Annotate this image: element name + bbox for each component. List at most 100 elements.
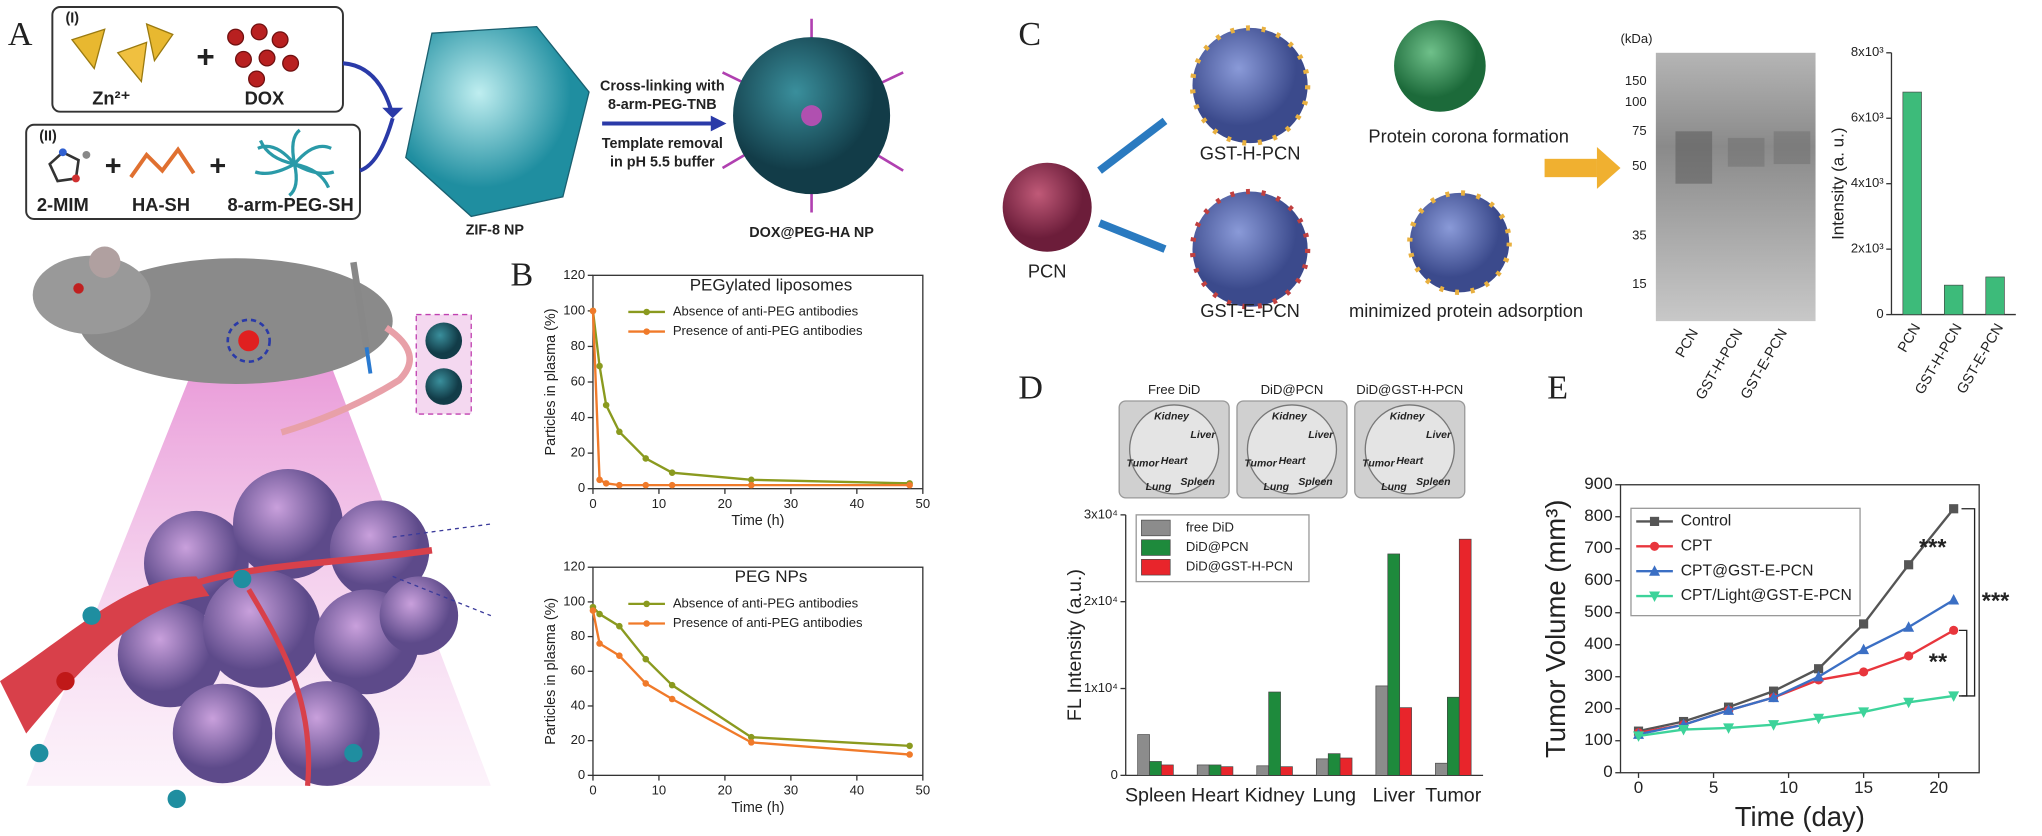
legend-swatch: [1141, 519, 1171, 537]
marker: [1858, 707, 1870, 718]
x-tick-label: 0: [1634, 778, 1643, 797]
annotation: ***: [1982, 588, 2010, 614]
legend-label: DiD@PCN: [1186, 539, 1249, 554]
x-tick-label: 10: [652, 496, 667, 511]
item-label: Zn²⁺: [92, 88, 130, 109]
gel-unit: (kDa): [1621, 31, 1653, 46]
item-label: DOX: [245, 88, 285, 109]
legend-label: CPT/Light@GST-E-PCN: [1681, 587, 1852, 604]
marker: [1723, 723, 1735, 734]
y-tick-label: 3x10⁴: [1084, 506, 1118, 521]
item-label: HA-SH: [132, 194, 190, 215]
y-tick-label: 900: [1584, 474, 1612, 493]
dish: [1246, 404, 1338, 495]
legend-label: CPT@GST-E-PCN: [1681, 562, 1814, 579]
x-tick-label: Kidney: [1245, 784, 1305, 806]
item-label: Protein corona formation: [1368, 126, 1569, 147]
image-title: Free DiD: [1148, 382, 1200, 397]
organ-label: Tumor: [1127, 459, 1160, 470]
marker: [748, 476, 755, 484]
marker: [1903, 697, 1915, 709]
panel-label: E: [1547, 369, 1568, 406]
bar: [1196, 764, 1210, 776]
x-tick-label: Tumor: [1425, 784, 1481, 806]
gel-marker: 15: [1632, 276, 1647, 291]
marker: [1858, 643, 1870, 655]
marker: [1814, 664, 1824, 674]
y-tick-label: 700: [1584, 538, 1612, 557]
legend-label: Control: [1681, 513, 1732, 530]
marker: [1813, 713, 1825, 725]
marker: [642, 680, 650, 687]
y-tick-label: 100: [1584, 730, 1612, 749]
bar: [1902, 91, 1922, 315]
x-tick-label: 10: [652, 783, 667, 798]
organ-label: Lung: [1381, 482, 1407, 493]
marker: [596, 610, 603, 618]
legend-marker: [1649, 516, 1660, 526]
marker: [1859, 619, 1869, 629]
organ-label: Spleen: [1298, 477, 1332, 488]
x-tick-label: 20: [1929, 778, 1948, 797]
bar: [1256, 765, 1269, 776]
bar: [1161, 764, 1174, 776]
item-label: GST-H-PCN: [1200, 143, 1301, 164]
marker: [1949, 504, 1959, 514]
item-label: PCN: [1028, 261, 1067, 282]
bar: [1375, 685, 1389, 776]
protein-corona-scheme: PCN GST-H-PCN GST-E-PCN Protein corona f…: [1002, 20, 1816, 403]
y-tick-label: 20: [571, 732, 586, 747]
bar: [1208, 764, 1222, 776]
marker: [1948, 593, 1960, 605]
marker: [668, 481, 676, 489]
marker: [748, 739, 755, 746]
x-tick-label: 20: [718, 496, 733, 511]
marker: [748, 733, 755, 741]
x-tick-label: Liver: [1372, 784, 1415, 806]
panel-label: C: [1018, 16, 1041, 53]
gel-lane: PCN: [1673, 326, 1702, 360]
synthesis-scheme: (I) + Zn²⁺ DOX (II) + + 2-MIM HA-SH 8-ar…: [25, 6, 904, 241]
legend-label: DiD@GST-H-PCN: [1186, 559, 1293, 574]
y-tick-label: 20: [571, 445, 586, 460]
svg-text:+: +: [105, 151, 122, 183]
organ-label: Spleen: [1181, 477, 1215, 488]
gel-marker: 75: [1632, 123, 1647, 138]
y-tick-label: 40: [571, 409, 586, 424]
y-tick-label: 800: [1584, 506, 1612, 525]
marker: [602, 401, 610, 409]
bar: [1315, 758, 1329, 776]
item-label: minimized protein adsorption: [1349, 300, 1583, 321]
item-label: DOX@PEG-HA NP: [749, 225, 874, 241]
organ-label: Kidney: [1272, 411, 1308, 422]
bar: [1458, 538, 1472, 776]
organ-label: Kidney: [1154, 411, 1190, 422]
y-tick-label: 100: [563, 302, 585, 317]
marker: [748, 481, 755, 489]
panel-label: D: [1018, 369, 1043, 406]
y-tick-label: 400: [1584, 634, 1612, 653]
annotation: **: [1929, 648, 1948, 674]
y-tick-label: 0: [578, 767, 585, 782]
box-label: (II): [39, 128, 57, 144]
x-tick-label: 40: [850, 783, 865, 798]
significance-bracket: [1958, 629, 1968, 697]
dish: [1128, 404, 1220, 495]
y-tick-label: 0: [578, 480, 585, 495]
marker: [906, 742, 913, 750]
item-label: ZIF-8 NP: [466, 223, 525, 239]
marker: [589, 307, 597, 315]
x-tick-label: 50: [916, 783, 931, 798]
chart-title: PEGylated liposomes: [690, 275, 853, 294]
legend-swatch: [1141, 539, 1171, 556]
x-tick-label: 5: [1709, 778, 1718, 797]
legend-swatch: [1141, 559, 1171, 576]
marker: [589, 607, 597, 614]
marker: [596, 362, 603, 370]
bar: [1339, 757, 1353, 776]
x-tick-label: 20: [718, 783, 733, 798]
gel-marker: 50: [1632, 158, 1647, 173]
y-tick-label: 500: [1584, 602, 1612, 621]
organ-label: Lung: [1263, 482, 1289, 493]
